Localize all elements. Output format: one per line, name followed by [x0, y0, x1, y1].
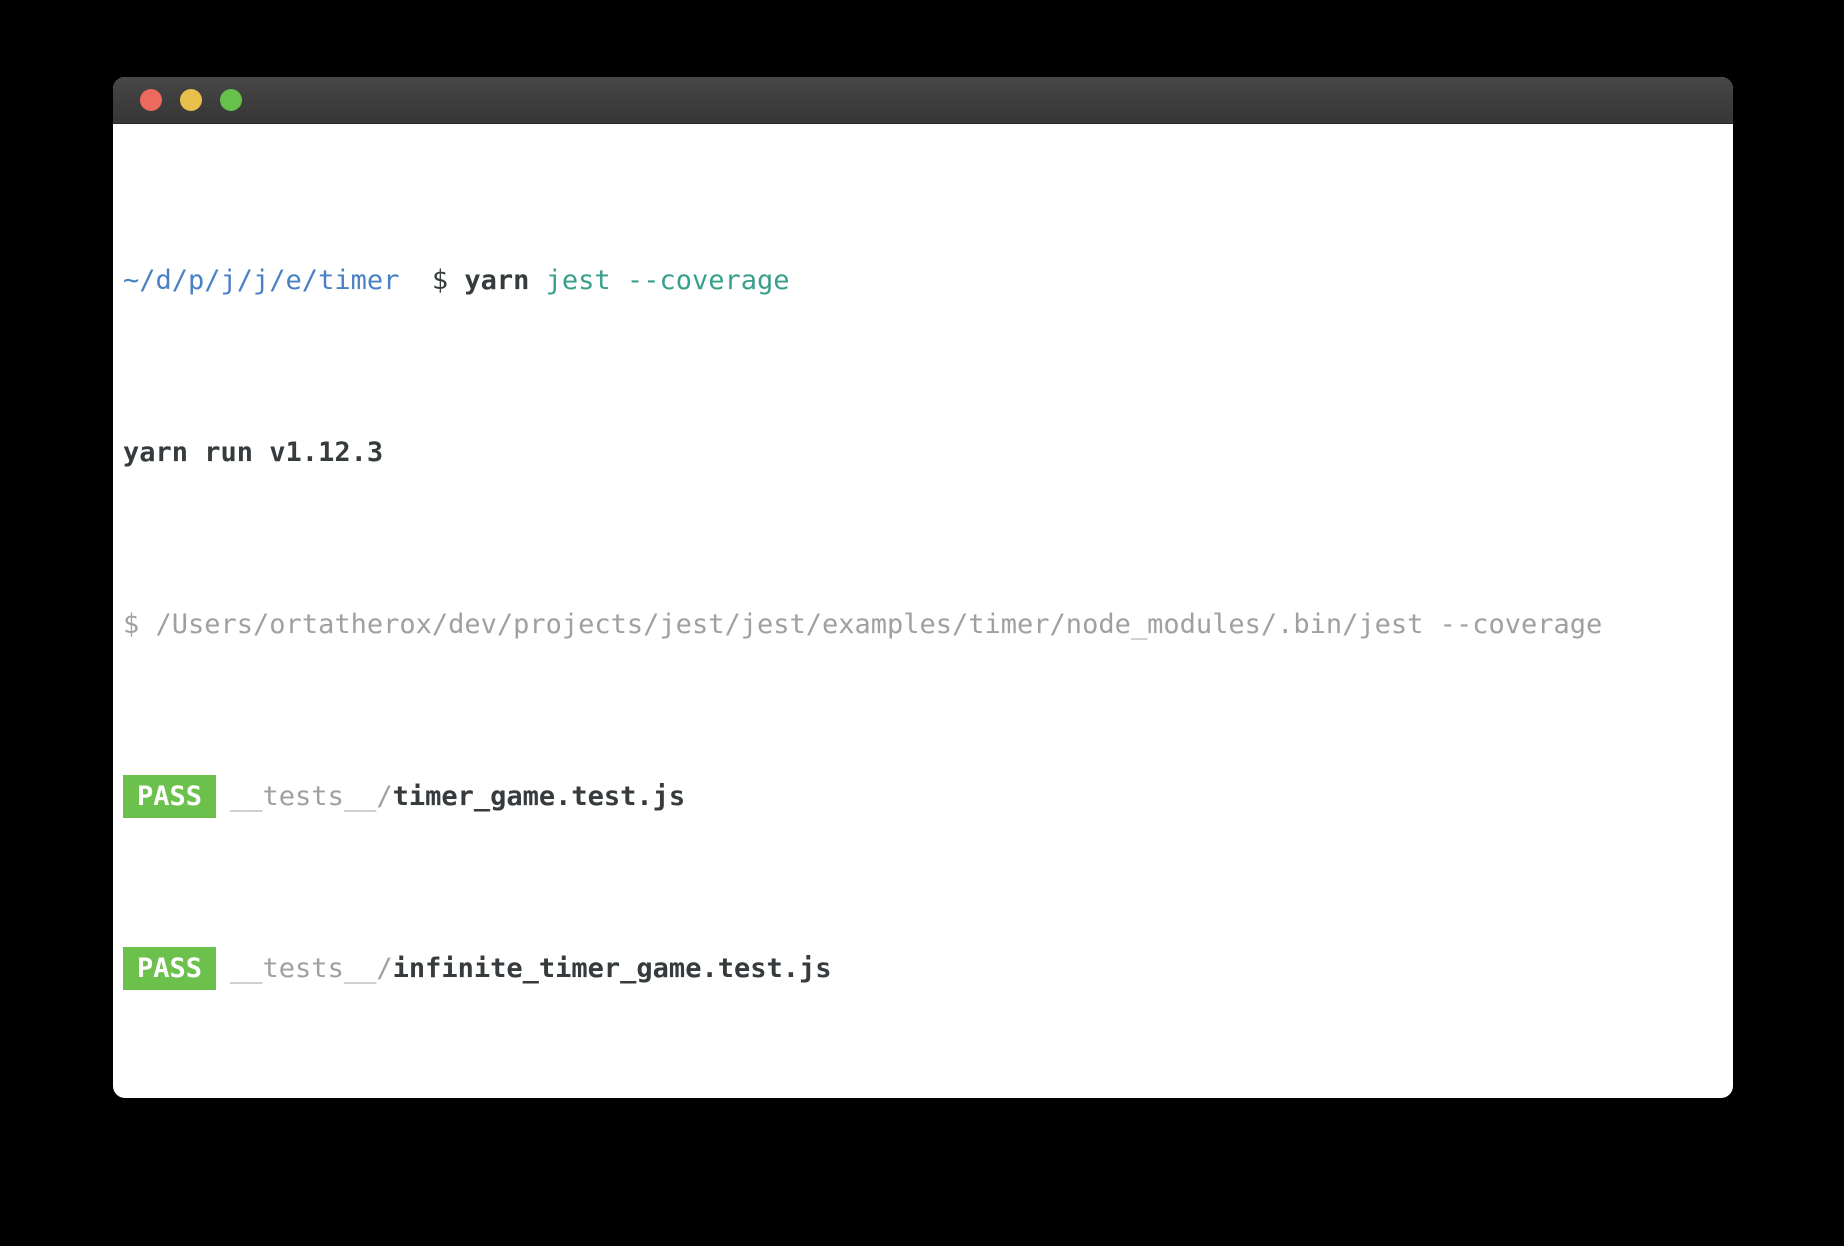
terminal-content[interactable]: ~/d/p/j/j/e/timer $ yarn jest --coverage…: [113, 124, 1733, 1098]
prompt-cwd: ~/d/p/j/j/e/timer: [123, 265, 400, 296]
test-result-line: PASS __tests__/timer_game.test.js: [123, 775, 1733, 818]
window-titlebar[interactable]: [113, 77, 1733, 124]
minimize-button[interactable]: [180, 89, 202, 111]
test-dir: __tests__/: [230, 953, 393, 984]
terminal-window: ~/d/p/j/j/e/timer $ yarn jest --coverage…: [113, 77, 1733, 1098]
close-button[interactable]: [140, 89, 162, 111]
zoom-button[interactable]: [220, 89, 242, 111]
test-result-line: PASS __tests__/infinite_timer_game.test.j…: [123, 947, 1733, 990]
yarn-version-line: yarn run v1.12.3: [123, 437, 384, 468]
test-dir: __tests__/: [230, 781, 393, 812]
prompt-separator: $: [399, 265, 465, 296]
command-yarn: yarn: [464, 265, 546, 296]
test-filename: infinite_timer_game.test.js: [392, 953, 832, 984]
pass-badge: PASS: [123, 947, 217, 990]
test-filename: timer_game.test.js: [392, 781, 686, 812]
prompt-line: ~/d/p/j/j/e/timer $ yarn jest --coverage: [123, 259, 1733, 302]
bin-command-line: $ /Users/ortatherox/dev/projects/jest/je…: [123, 609, 1603, 640]
pass-badge: PASS: [123, 775, 217, 818]
command-args: jest --coverage: [545, 265, 790, 296]
traffic-lights: [140, 89, 242, 111]
